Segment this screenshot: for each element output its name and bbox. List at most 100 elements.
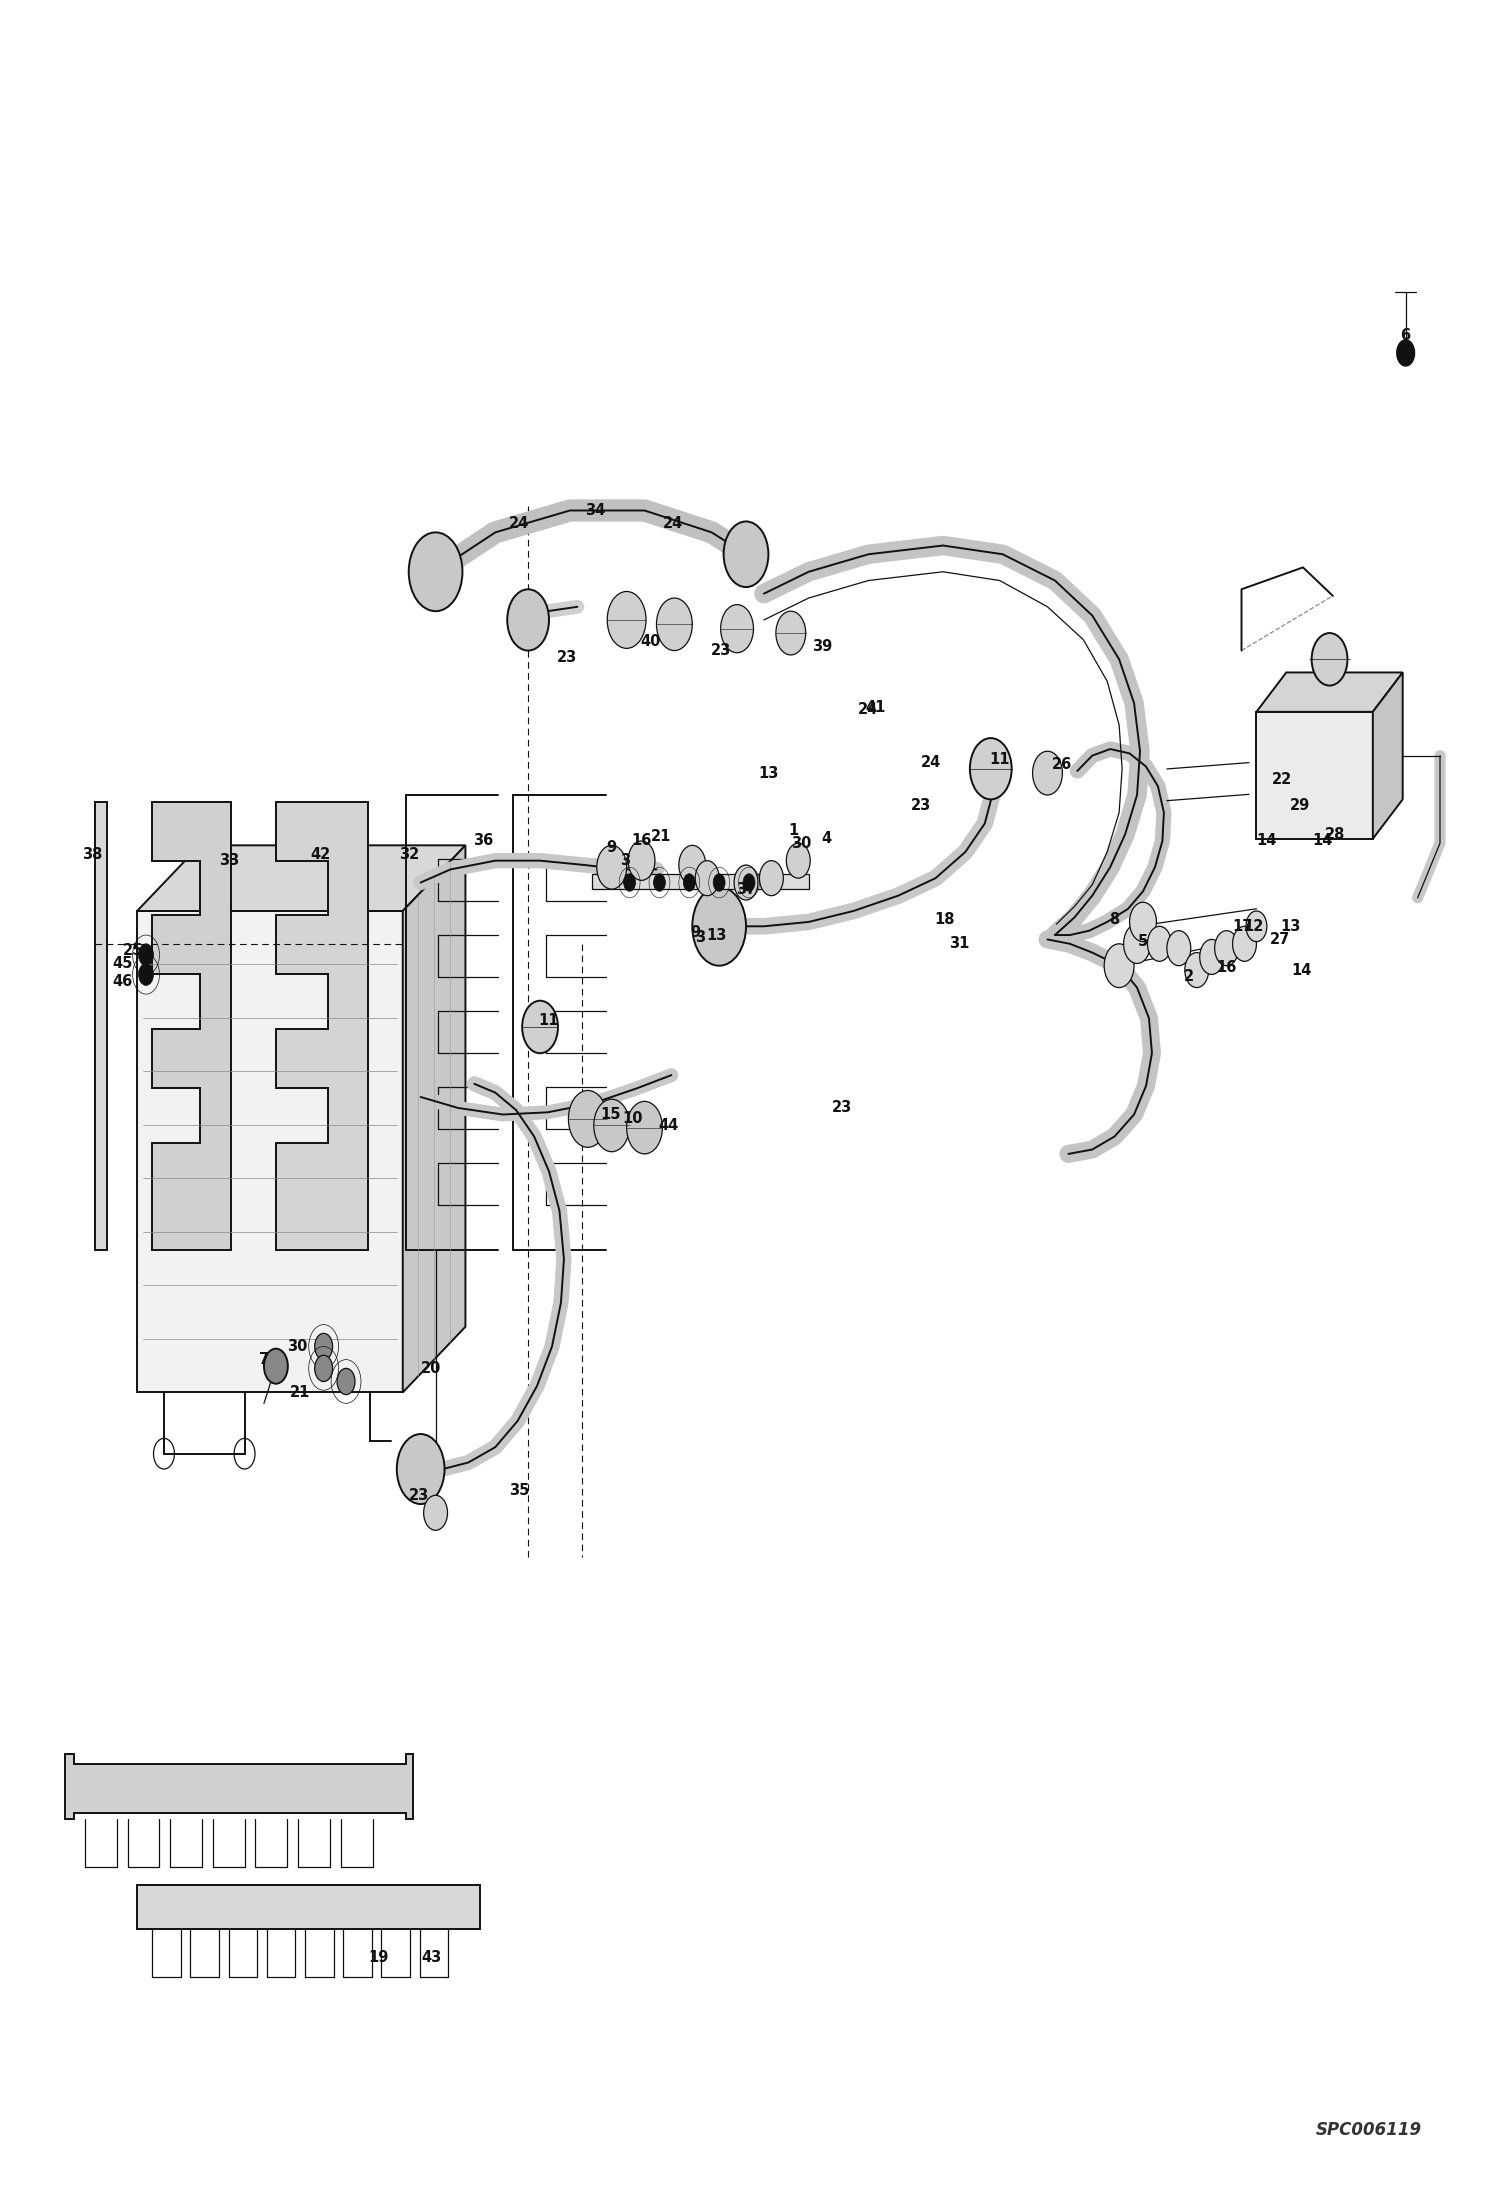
Text: 24: 24 <box>921 755 941 770</box>
Text: 14: 14 <box>1291 963 1311 979</box>
Text: 46: 46 <box>112 974 132 989</box>
Text: 6: 6 <box>1401 327 1411 342</box>
Polygon shape <box>276 801 369 1251</box>
Text: 24: 24 <box>662 516 683 531</box>
Circle shape <box>743 873 755 891</box>
Circle shape <box>969 737 1011 799</box>
Text: 10: 10 <box>622 1112 643 1126</box>
Circle shape <box>628 840 655 880</box>
Polygon shape <box>1257 711 1372 838</box>
Text: 3: 3 <box>695 930 706 946</box>
Text: 9: 9 <box>691 926 701 941</box>
Text: 16: 16 <box>1216 961 1237 976</box>
Text: 4: 4 <box>821 832 831 847</box>
Circle shape <box>623 873 635 891</box>
Text: 23: 23 <box>831 1101 852 1115</box>
Text: 26: 26 <box>1052 757 1073 772</box>
Circle shape <box>424 1496 448 1529</box>
Circle shape <box>315 1356 333 1382</box>
Text: 22: 22 <box>1272 772 1291 788</box>
Circle shape <box>1200 939 1224 974</box>
Text: 42: 42 <box>310 847 331 862</box>
Polygon shape <box>96 801 108 1251</box>
Circle shape <box>315 1334 333 1360</box>
Circle shape <box>139 943 153 965</box>
Text: 39: 39 <box>812 638 833 654</box>
Text: 24: 24 <box>858 702 878 717</box>
Text: 33: 33 <box>220 853 240 869</box>
Circle shape <box>759 860 783 895</box>
Text: 45: 45 <box>112 957 132 972</box>
Polygon shape <box>592 873 809 889</box>
Text: 23: 23 <box>710 643 731 658</box>
Circle shape <box>679 845 706 884</box>
Text: 11: 11 <box>990 753 1010 768</box>
Circle shape <box>776 612 806 656</box>
Text: 18: 18 <box>935 913 954 928</box>
Text: 21: 21 <box>289 1384 310 1400</box>
Text: 40: 40 <box>640 634 661 649</box>
Circle shape <box>1215 930 1239 965</box>
Text: 11: 11 <box>539 1014 559 1029</box>
Polygon shape <box>66 1753 413 1819</box>
Circle shape <box>593 1099 629 1152</box>
Circle shape <box>692 886 746 965</box>
Text: 36: 36 <box>473 834 493 849</box>
Circle shape <box>596 845 626 889</box>
Text: 44: 44 <box>658 1119 679 1132</box>
Polygon shape <box>403 845 466 1393</box>
Circle shape <box>1124 924 1150 963</box>
Circle shape <box>337 1369 355 1395</box>
Circle shape <box>508 590 548 652</box>
Text: 43: 43 <box>421 1950 442 1964</box>
Circle shape <box>734 864 758 900</box>
Circle shape <box>264 1349 288 1384</box>
Circle shape <box>1167 930 1191 965</box>
Text: 13: 13 <box>758 766 779 781</box>
Text: 17: 17 <box>1233 919 1254 935</box>
Text: 9: 9 <box>607 840 617 856</box>
Text: 16: 16 <box>631 834 652 849</box>
Circle shape <box>695 860 719 895</box>
Circle shape <box>683 873 695 891</box>
Text: 1: 1 <box>788 823 798 838</box>
Text: 8: 8 <box>1110 913 1121 928</box>
Text: 23: 23 <box>409 1488 430 1503</box>
Circle shape <box>1032 750 1062 794</box>
Circle shape <box>409 533 463 612</box>
Text: 25: 25 <box>123 943 142 959</box>
Text: 37: 37 <box>736 882 756 897</box>
Circle shape <box>568 1090 607 1147</box>
Text: 15: 15 <box>601 1108 620 1121</box>
Text: 30: 30 <box>791 836 812 851</box>
Circle shape <box>653 873 665 891</box>
Text: 14: 14 <box>1312 834 1332 849</box>
Circle shape <box>786 842 810 878</box>
Polygon shape <box>138 845 466 911</box>
Text: 13: 13 <box>706 928 727 943</box>
Polygon shape <box>138 1885 481 1929</box>
Text: 28: 28 <box>1326 827 1345 842</box>
Text: 27: 27 <box>1270 932 1290 948</box>
Circle shape <box>139 963 153 985</box>
Text: 13: 13 <box>1281 919 1300 935</box>
Text: 3: 3 <box>620 853 631 869</box>
Text: 29: 29 <box>1290 799 1309 814</box>
Polygon shape <box>1372 671 1402 838</box>
Circle shape <box>1147 926 1171 961</box>
Circle shape <box>1104 943 1134 987</box>
Text: 21: 21 <box>650 829 671 845</box>
Text: 20: 20 <box>421 1360 442 1376</box>
Text: 32: 32 <box>398 847 419 862</box>
Text: 34: 34 <box>586 502 605 518</box>
Circle shape <box>1312 634 1348 685</box>
Text: SPC006119: SPC006119 <box>1315 2122 1422 2139</box>
Circle shape <box>1396 340 1414 366</box>
Circle shape <box>1246 911 1267 941</box>
Text: 24: 24 <box>509 516 529 531</box>
Circle shape <box>626 1101 662 1154</box>
Text: 41: 41 <box>866 700 885 715</box>
Circle shape <box>656 599 692 652</box>
Circle shape <box>523 1000 557 1053</box>
Circle shape <box>713 873 725 891</box>
